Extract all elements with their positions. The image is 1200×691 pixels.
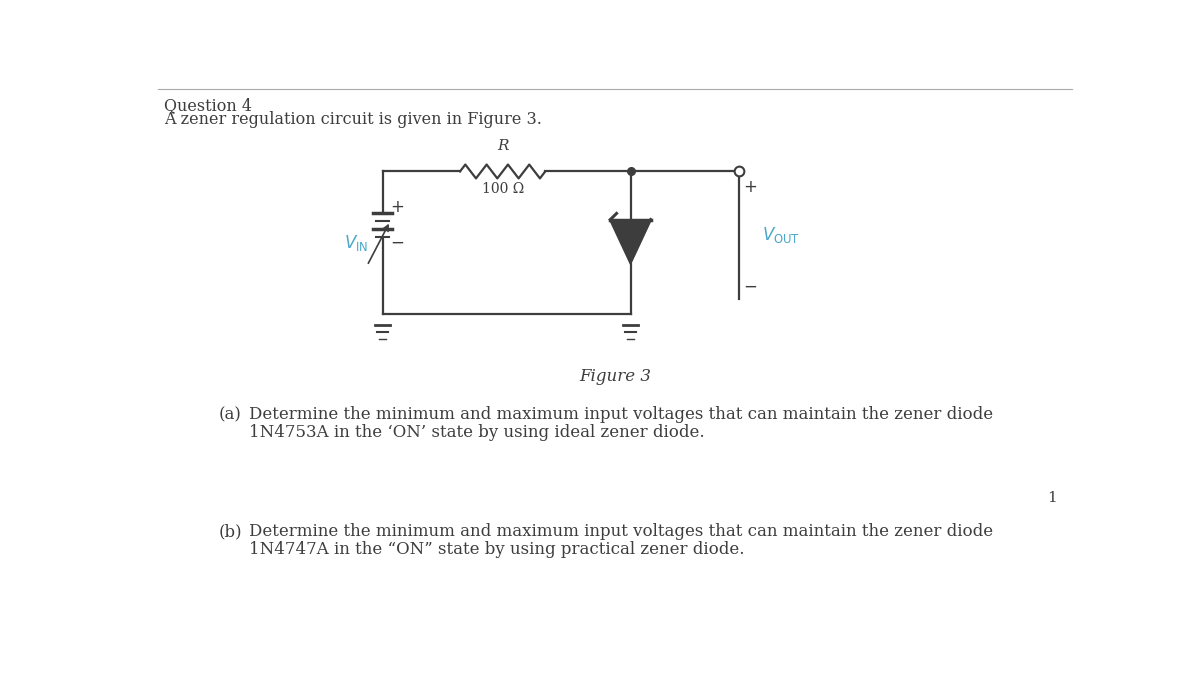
Text: 100 Ω: 100 Ω — [481, 182, 523, 196]
Text: −: − — [744, 278, 757, 296]
Text: 1N4753A in the ‘ON’ state by using ideal zener diode.: 1N4753A in the ‘ON’ state by using ideal… — [250, 424, 704, 441]
Text: R: R — [497, 139, 509, 153]
Text: 1N4747A in the “ON” state by using practical zener diode.: 1N4747A in the “ON” state by using pract… — [250, 541, 745, 558]
Text: $V_{\mathrm{OUT}}$: $V_{\mathrm{OUT}}$ — [762, 225, 800, 245]
Text: +: + — [390, 198, 404, 216]
Polygon shape — [611, 221, 650, 264]
Text: Determine the minimum and maximum input voltages that can maintain the zener dio: Determine the minimum and maximum input … — [250, 523, 994, 540]
Text: $V_{\mathrm{IN}}$: $V_{\mathrm{IN}}$ — [344, 233, 368, 253]
Text: A zener regulation circuit is given in Figure 3.: A zener regulation circuit is given in F… — [164, 111, 542, 128]
Text: (b): (b) — [218, 523, 242, 540]
Text: −: − — [390, 234, 404, 252]
Text: Figure 3: Figure 3 — [580, 368, 650, 385]
Text: Determine the minimum and maximum input voltages that can maintain the zener dio: Determine the minimum and maximum input … — [250, 406, 994, 424]
Text: Question 4: Question 4 — [164, 97, 252, 114]
Text: +: + — [744, 178, 757, 196]
Text: (a): (a) — [218, 406, 241, 424]
Text: 1: 1 — [1046, 491, 1057, 505]
